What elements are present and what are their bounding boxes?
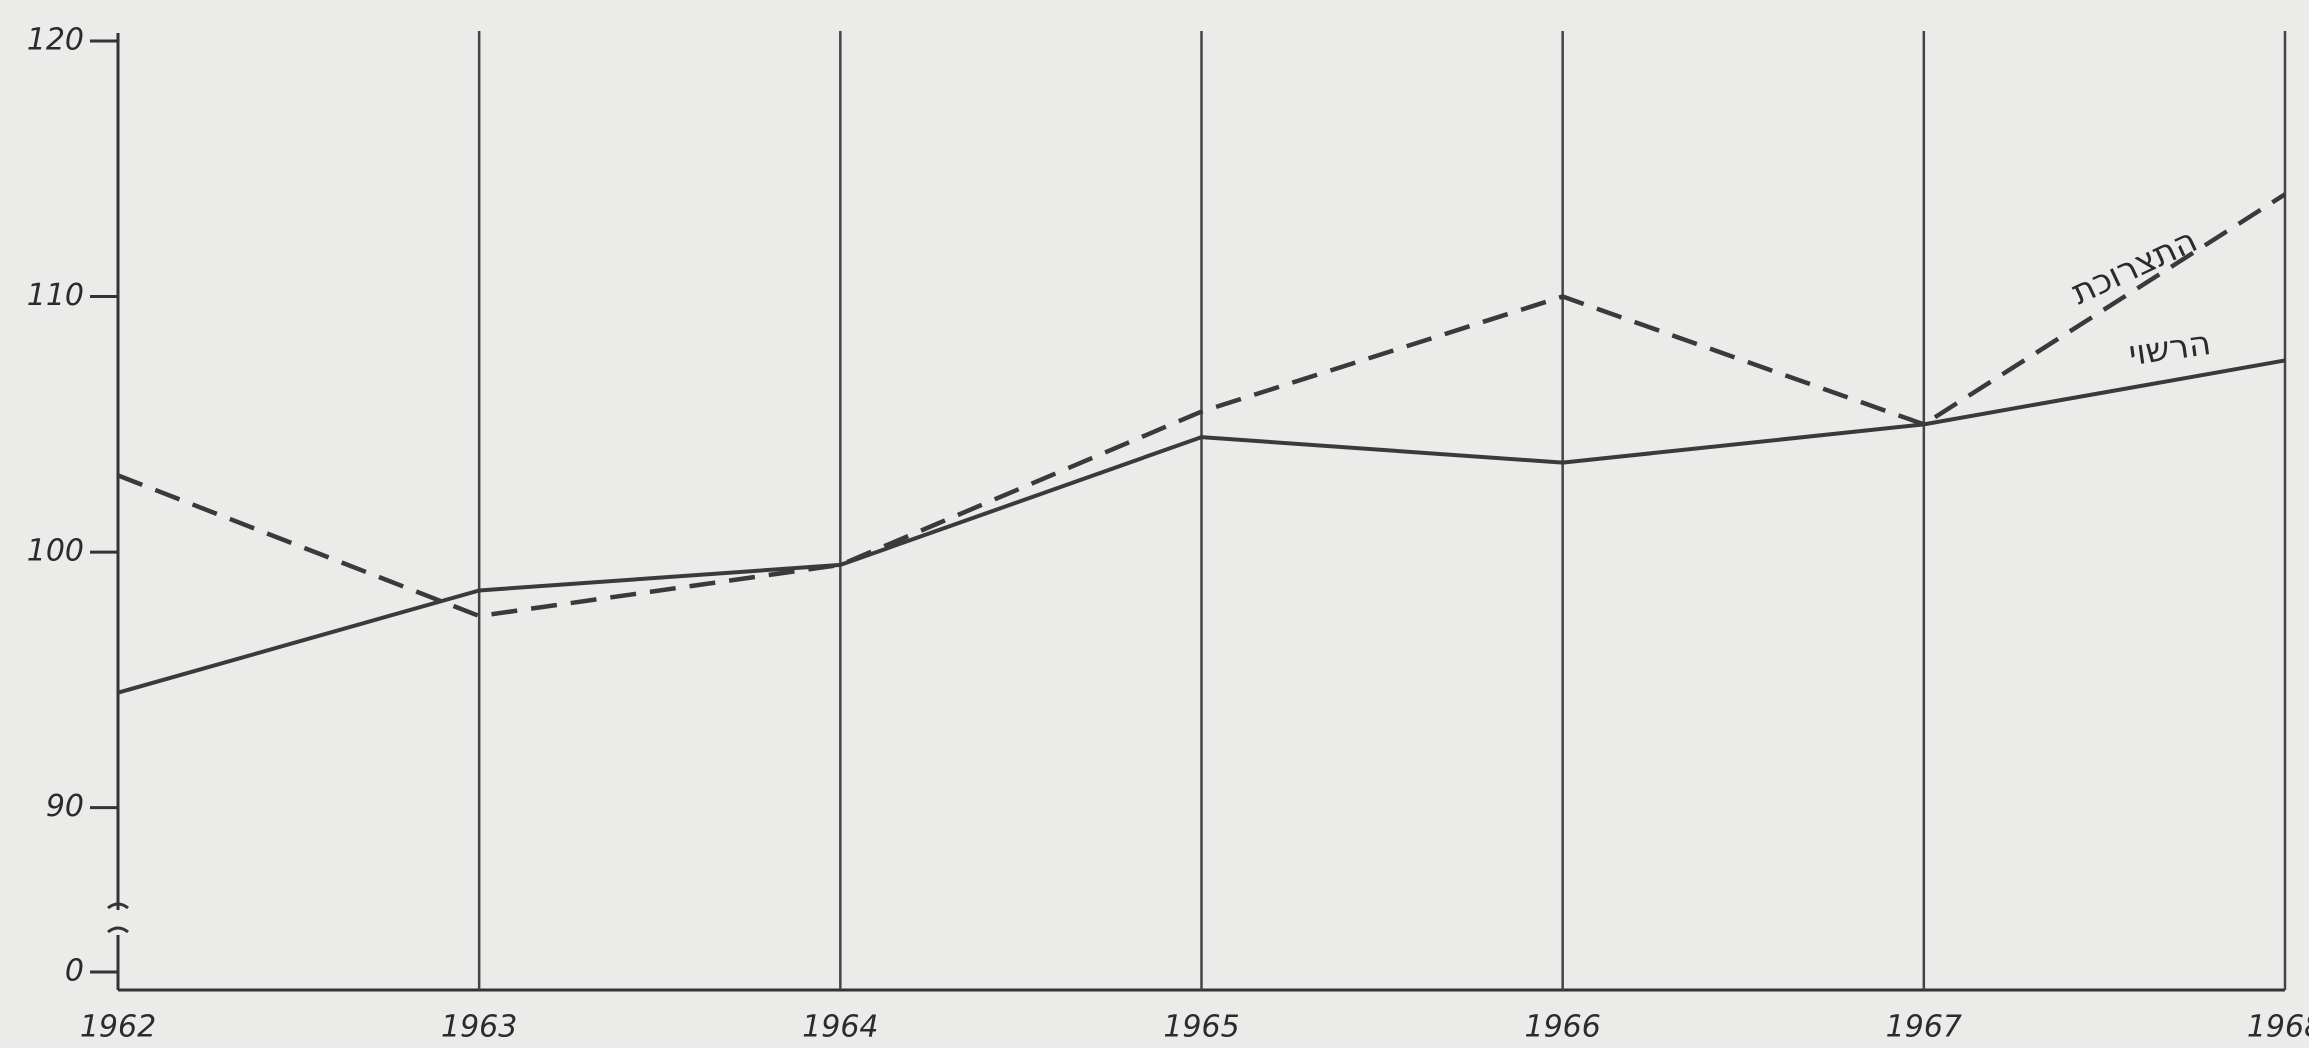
y-tick-label: 100 — [27, 534, 84, 569]
x-tick-label: 1968 — [2247, 1010, 2309, 1045]
x-tick-label: 1966 — [1524, 1010, 1600, 1045]
axis-break — [107, 902, 129, 934]
y-tick-label: 0 — [65, 954, 84, 989]
y-tick-label: 90 — [46, 789, 84, 824]
y-tick-label: 120 — [27, 23, 84, 58]
x-tick-label: 1964 — [802, 1010, 878, 1045]
line-series — [117, 192, 2287, 619]
x-tick-label: 1967 — [1886, 1010, 1962, 1045]
y-tick-label: 110 — [27, 278, 84, 313]
line-series — [117, 358, 2286, 695]
x-tick-label: 1963 — [441, 1010, 517, 1045]
x-tick-label: 1962 — [80, 1010, 156, 1045]
x-tick-label: 1965 — [1163, 1010, 1239, 1045]
